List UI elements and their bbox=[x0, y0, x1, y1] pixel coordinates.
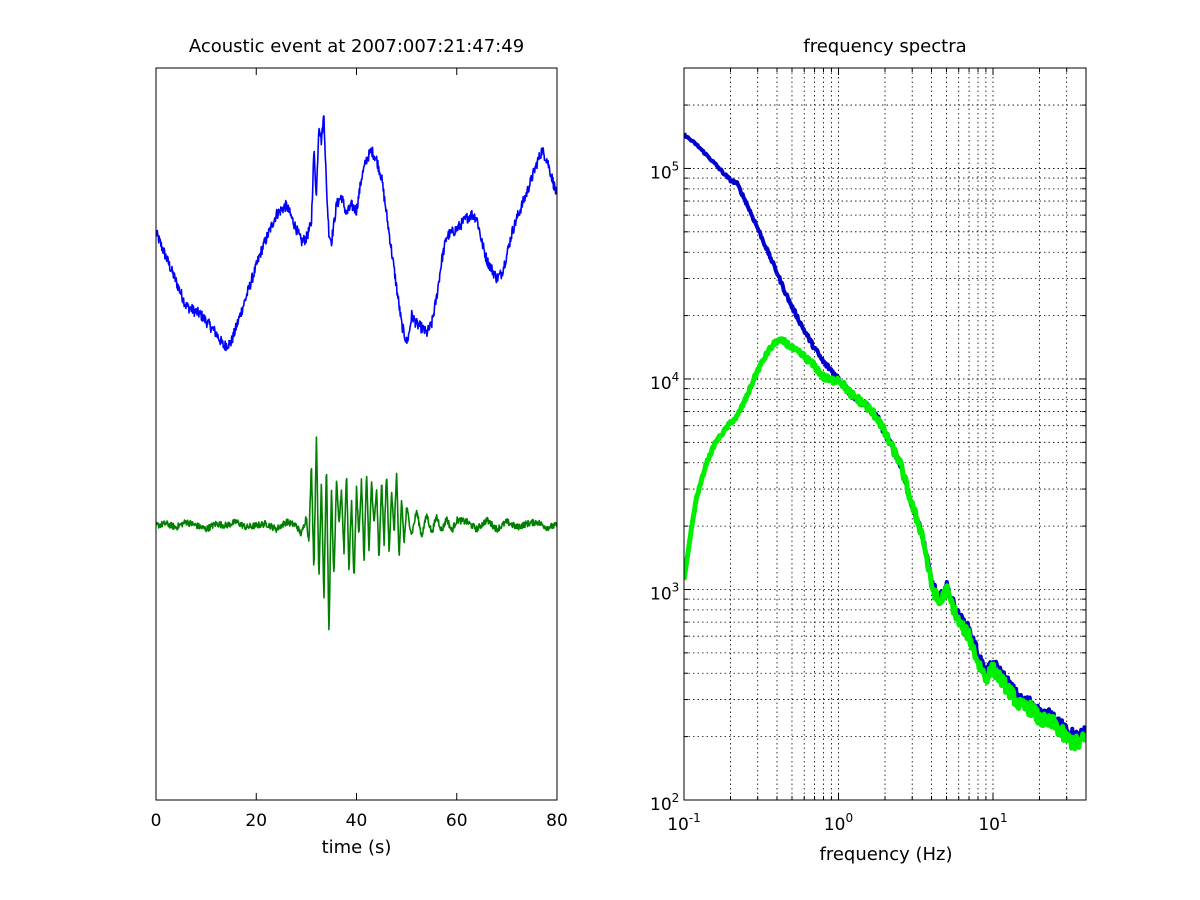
spectrum-ytick-label: 103 bbox=[650, 580, 679, 604]
waveform-xtick-label: 80 bbox=[546, 811, 568, 831]
spectrum-title: frequency spectra bbox=[803, 36, 966, 57]
spectrum-series-2 bbox=[684, 336, 1086, 752]
waveform-panel: 0 20 40 60 80 Acoustic event at 2007:007:21:4… bbox=[151, 36, 568, 858]
waveform-plot-area bbox=[156, 115, 557, 631]
waveform-xtick-label: 20 bbox=[245, 811, 267, 831]
waveform-series-2 bbox=[156, 436, 557, 631]
spectrum-ytick-label: 105 bbox=[650, 159, 679, 183]
spectrum-xtick-label: 10-1 bbox=[667, 811, 701, 835]
spectrum-panel: 10-1 100 101 102 103 104 105 frequency spectra f… bbox=[650, 36, 1087, 865]
spectrum-axes-box bbox=[683, 67, 1087, 801]
spectrum-ytick-label: 102 bbox=[650, 791, 679, 815]
spectrum-ytick-label: 104 bbox=[650, 370, 679, 394]
spectrum-xtick-label: 101 bbox=[978, 811, 1007, 835]
waveform-xtick-label: 60 bbox=[446, 811, 468, 831]
waveform-series-1 bbox=[156, 115, 557, 352]
spectrum-plot-area bbox=[684, 132, 1086, 752]
waveform-xtick-label: 0 bbox=[151, 811, 162, 831]
spectrum-xtick-label: 100 bbox=[824, 811, 853, 835]
waveform-xlabel: time (s) bbox=[322, 837, 392, 858]
spectrum-xlabel: frequency (Hz) bbox=[819, 844, 952, 865]
waveform-xtick-label: 40 bbox=[346, 811, 368, 831]
waveform-title: Acoustic event at 2007:007:21:47:49 bbox=[189, 36, 524, 57]
